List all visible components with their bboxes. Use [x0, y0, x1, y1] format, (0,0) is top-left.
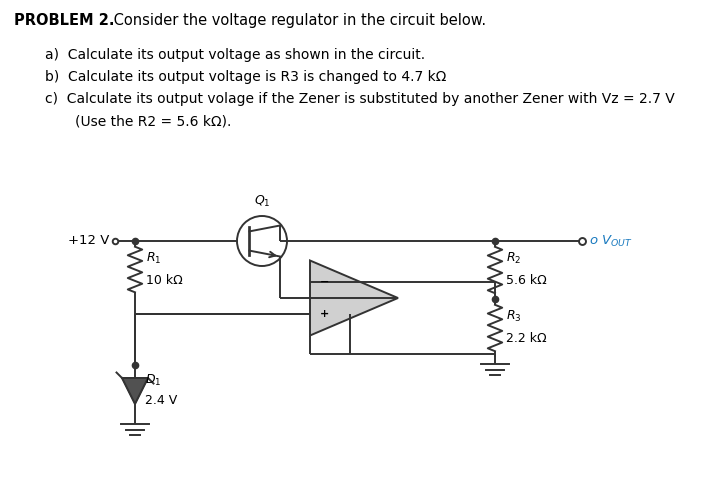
Text: PROBLEM 2.: PROBLEM 2.	[14, 13, 114, 28]
Text: 2.4 V: 2.4 V	[145, 394, 177, 407]
Text: o $V_{OUT}$: o $V_{OUT}$	[589, 233, 633, 248]
Text: $R_3$: $R_3$	[506, 309, 521, 324]
Text: 5.6 kΩ: 5.6 kΩ	[506, 274, 547, 287]
Polygon shape	[122, 378, 148, 404]
Text: $R_2$: $R_2$	[506, 251, 521, 266]
Text: a)  Calculate its output voltage as shown in the circuit.: a) Calculate its output voltage as shown…	[45, 48, 425, 62]
Text: Consider the voltage regulator in the circuit below.: Consider the voltage regulator in the ci…	[109, 13, 486, 28]
Text: b)  Calculate its output voltage is R3 is changed to 4.7 kΩ: b) Calculate its output voltage is R3 is…	[45, 70, 446, 84]
Text: $Q_1$: $Q_1$	[254, 194, 270, 209]
Text: (Use the R2 = 5.6 kΩ).: (Use the R2 = 5.6 kΩ).	[75, 114, 231, 128]
Text: 2.2 kΩ: 2.2 kΩ	[506, 332, 547, 345]
Text: −: −	[320, 277, 330, 287]
Text: +: +	[320, 309, 329, 319]
Text: $R_1$: $R_1$	[146, 250, 161, 266]
Text: 10 kΩ: 10 kΩ	[146, 274, 183, 287]
Text: +12 V: +12 V	[68, 233, 109, 246]
Text: $D_1$: $D_1$	[145, 373, 161, 388]
Polygon shape	[310, 261, 398, 336]
Text: c)  Calculate its output volage if the Zener is substituted by another Zener wit: c) Calculate its output volage if the Ze…	[45, 92, 675, 106]
